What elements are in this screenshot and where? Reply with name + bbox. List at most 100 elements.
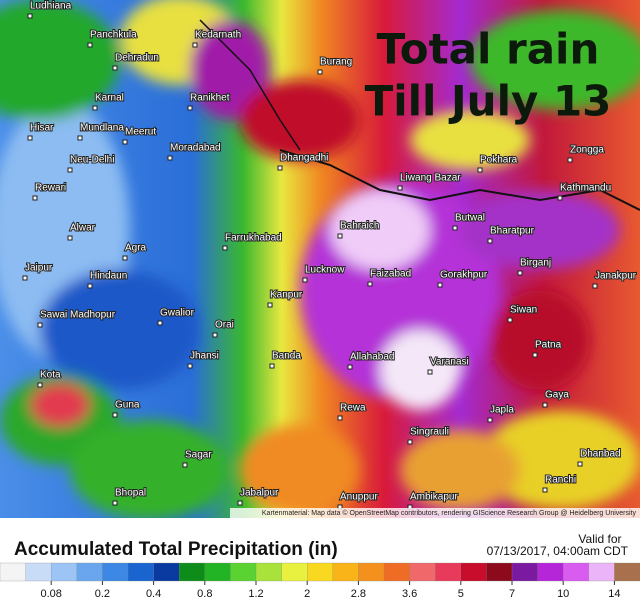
city-marker: [37, 322, 43, 328]
city-label: Gorakhpur: [440, 270, 488, 281]
city-label: Sawai Madhopur: [40, 310, 116, 321]
city-label: Kedarnath: [195, 30, 241, 41]
color-swatch: [204, 562, 232, 582]
city-label: Gaya: [545, 390, 569, 401]
city-marker: [532, 352, 538, 358]
color-swatch: [409, 562, 436, 582]
color-swatch: [76, 562, 104, 582]
tick-label: 2.8: [351, 588, 366, 600]
tick-label: 0.4: [146, 588, 161, 600]
city-label: Gwalior: [160, 308, 195, 319]
precip-fields: [0, 0, 640, 518]
city-marker: [269, 363, 275, 369]
map-area: Ludhiana Panchkula Dehradun Kedarnath Burang…: [0, 0, 640, 518]
color-swatch: [435, 562, 462, 582]
city-label: Karnal: [95, 93, 124, 104]
city-label: Pokhara: [480, 155, 518, 166]
city-marker: [67, 235, 73, 241]
city-marker: [567, 157, 573, 163]
city-label: Jabalpur: [240, 488, 279, 499]
tick-label: 0.08: [40, 588, 61, 600]
city-label: Lucknow: [305, 265, 345, 276]
city-marker: [92, 105, 98, 111]
city-marker: [592, 283, 598, 289]
city-label: Dhangadhi: [280, 153, 328, 164]
city-marker: [577, 461, 583, 467]
color-swatch: [307, 562, 334, 582]
city-marker: [397, 185, 403, 191]
tick-label: 14: [608, 588, 620, 600]
city-label: Anuppur: [340, 492, 378, 503]
city-label: Butwal: [455, 213, 485, 224]
city-label: Patna: [535, 340, 562, 351]
city-marker: [452, 225, 458, 231]
city-marker: [157, 320, 163, 326]
city-label: Alwar: [70, 223, 96, 234]
color-swatch: [230, 562, 257, 582]
color-swatch: [127, 562, 155, 582]
city-marker: [32, 195, 38, 201]
city-label: Dhanbad: [580, 449, 621, 460]
city-marker: [187, 105, 193, 111]
city-marker: [27, 13, 33, 19]
color-swatch: [537, 562, 564, 582]
city-label: Sagar: [185, 450, 212, 461]
city-marker: [367, 281, 373, 287]
city-label: Ranchi: [545, 475, 576, 486]
city-label: Hisar: [30, 123, 54, 134]
map-subtitle: Till July 13: [365, 77, 612, 126]
city-label: Meerut: [125, 127, 156, 138]
color-swatch: [614, 562, 640, 582]
city-label: Bharatpur: [490, 226, 535, 237]
city-marker: [182, 462, 188, 468]
city-label: Birganj: [520, 258, 551, 269]
city-marker: [192, 42, 198, 48]
color-swatch: [153, 562, 180, 582]
valid-label: Valid for: [578, 532, 621, 546]
city-label: Bahraich: [340, 221, 379, 232]
city-label: Farrukhabad: [225, 233, 282, 244]
legend-title: Accumulated Total Precipitation (in): [14, 539, 338, 560]
color-swatch: [332, 562, 360, 582]
city-label: Moradabad: [170, 143, 221, 154]
city-label: Mundlana: [80, 123, 124, 134]
city-marker: [477, 167, 483, 173]
city-label: Neu-Delhi: [70, 155, 114, 166]
tick-label: 7: [509, 588, 515, 600]
valid-time: 07/13/2017, 04:00am CDT: [487, 544, 629, 558]
city-marker: [517, 270, 523, 276]
city-marker: [277, 165, 283, 171]
city-marker: [347, 364, 353, 370]
city-marker: [87, 283, 93, 289]
map-title: Total rain: [377, 25, 600, 74]
color-swatch: [51, 562, 78, 582]
city-marker: [122, 139, 128, 145]
city-marker: [542, 487, 548, 493]
city-label: Zongga: [570, 145, 604, 156]
city-label: Panchkula: [90, 30, 137, 41]
city-label: Rewa: [340, 403, 366, 414]
attribution-bg: [230, 508, 640, 518]
city-label: Ambikapur: [410, 492, 458, 503]
city-marker: [37, 382, 43, 388]
city-marker: [407, 439, 413, 445]
city-label: Siwan: [510, 305, 537, 316]
city-label: Faizabad: [370, 269, 411, 280]
city-marker: [67, 167, 73, 173]
tick-label: 10: [557, 588, 569, 600]
city-label: Banda: [272, 351, 301, 362]
city-marker: [267, 302, 273, 308]
city-labels: Ludhiana Panchkula Dehradun Kedarnath Burang…: [22, 0, 638, 510]
color-swatch: [511, 562, 539, 582]
color-swatch: [0, 562, 27, 582]
city-marker: [112, 412, 118, 418]
city-label: Burang: [320, 57, 352, 68]
tick-label: 3.6: [402, 588, 417, 600]
city-label: Ludhiana: [30, 1, 72, 12]
city-marker: [542, 402, 548, 408]
city-marker: [237, 500, 243, 506]
city-marker: [87, 42, 93, 48]
city-marker: [427, 369, 433, 375]
